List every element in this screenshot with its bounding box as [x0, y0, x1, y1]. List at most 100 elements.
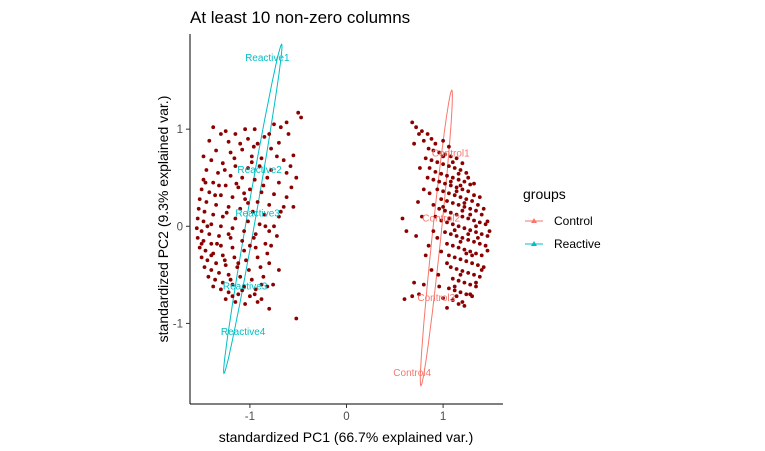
- data-point-reactive: [201, 239, 206, 243]
- legend-key-marker: [531, 218, 537, 223]
- data-point-reactive: [195, 236, 200, 240]
- data-point-control: [445, 306, 449, 310]
- data-point-control: [431, 203, 436, 207]
- data-point-reactive: [228, 236, 233, 240]
- data-point-control: [414, 125, 418, 130]
- data-point-control: [456, 203, 461, 207]
- data-point-reactive: [219, 224, 223, 229]
- y-axis-ticks: -1 0 1: [173, 124, 190, 330]
- data-point-control: [447, 191, 451, 196]
- legend-item-control: Control: [525, 214, 593, 228]
- data-point-control: [433, 214, 438, 219]
- data-point-control: [445, 241, 449, 246]
- data-point-control: [466, 175, 471, 180]
- data-point-control: [435, 160, 440, 165]
- data-point-reactive: [228, 277, 233, 282]
- x-tick-label: 0: [343, 411, 349, 423]
- data-point-control: [466, 189, 471, 194]
- data-point-control: [462, 226, 467, 231]
- data-point-control: [476, 203, 480, 207]
- data-point-reactive: [232, 255, 237, 260]
- data-point-reactive: [232, 156, 237, 161]
- data-point-control: [441, 296, 445, 300]
- data-point-reactive: [246, 219, 250, 224]
- data-point-control: [456, 224, 461, 229]
- data-point-control: [429, 268, 434, 272]
- data-point-control: [458, 239, 463, 244]
- data-point-control: [448, 210, 453, 215]
- data-point-reactive: [226, 232, 231, 237]
- data-point-control: [431, 177, 436, 182]
- variable-label-control: Control4: [393, 368, 431, 379]
- data-point-control: [468, 249, 473, 254]
- data-point-reactive: [199, 241, 204, 246]
- data-point-control: [468, 228, 473, 233]
- data-point-reactive: [294, 175, 299, 180]
- data-point-reactive: [230, 282, 235, 287]
- data-point-control: [425, 175, 430, 180]
- data-point-reactive: [219, 287, 223, 292]
- data-point-control: [417, 292, 421, 297]
- legend-title: groups: [523, 186, 566, 202]
- data-point-reactive: [277, 214, 281, 219]
- data-point-control: [418, 166, 422, 170]
- data-point-control: [468, 182, 473, 187]
- data-point-control: [477, 195, 482, 200]
- data-point-control: [443, 208, 447, 213]
- data-point-reactive: [223, 183, 228, 188]
- data-point-control: [479, 253, 484, 258]
- data-point-control: [450, 276, 455, 281]
- data-point-control: [472, 181, 476, 186]
- data-point-reactive: [263, 224, 268, 229]
- variable-label-reactive: Reactive1: [245, 53, 290, 64]
- data-point-control: [462, 201, 467, 205]
- data-point-control: [466, 216, 471, 221]
- data-point-reactive: [228, 150, 233, 155]
- data-point-control: [481, 206, 486, 211]
- data-point-control: [464, 259, 469, 264]
- data-point-reactive: [247, 268, 251, 272]
- data-point-reactive: [243, 127, 248, 132]
- data-point-control: [450, 201, 455, 205]
- data-point-control: [423, 156, 428, 161]
- ellipse-control: [419, 89, 453, 387]
- data-point-control: [472, 193, 476, 198]
- data-point-control: [477, 220, 482, 225]
- variable-label-reactive: Reactive2: [237, 165, 282, 176]
- data-point-reactive: [219, 132, 223, 136]
- data-point-control: [454, 156, 459, 161]
- data-point-control: [466, 232, 471, 237]
- data-point-control: [439, 197, 444, 202]
- data-point-control: [404, 229, 409, 234]
- data-point-reactive: [284, 120, 289, 125]
- data-point-reactive: [219, 193, 223, 198]
- x-tick-label: -1: [245, 411, 255, 423]
- legend-key-marker: [531, 241, 537, 246]
- data-point-reactive: [246, 166, 250, 170]
- data-point-reactive: [278, 125, 283, 130]
- data-point-control: [420, 129, 424, 134]
- data-point-reactive: [262, 212, 267, 217]
- data-point-reactive: [236, 292, 241, 297]
- legend-label: Control: [554, 214, 593, 228]
- data-point-reactive: [267, 261, 272, 266]
- data-point-reactive: [253, 245, 258, 250]
- data-point-reactive: [255, 255, 260, 260]
- data-point-control: [458, 272, 463, 277]
- data-point-control: [474, 251, 478, 256]
- data-point-reactive: [265, 284, 270, 289]
- variable-label-control: Control2: [422, 213, 460, 224]
- data-point-control: [456, 177, 461, 182]
- data-point-reactive: [238, 274, 243, 279]
- data-point-reactive: [267, 229, 272, 234]
- data-point-reactive: [195, 216, 200, 221]
- data-point-control: [483, 243, 488, 248]
- data-point-control: [425, 132, 430, 136]
- data-points: [194, 110, 492, 321]
- data-point-reactive: [226, 205, 231, 209]
- data-point-control: [464, 292, 469, 297]
- data-point-reactive: [291, 153, 296, 158]
- data-point-control: [447, 144, 451, 149]
- data-point-reactive: [267, 306, 272, 311]
- plot-panel: Reactive1 Reactive2 Reactive3 Reactive3 Reac…: [194, 43, 492, 387]
